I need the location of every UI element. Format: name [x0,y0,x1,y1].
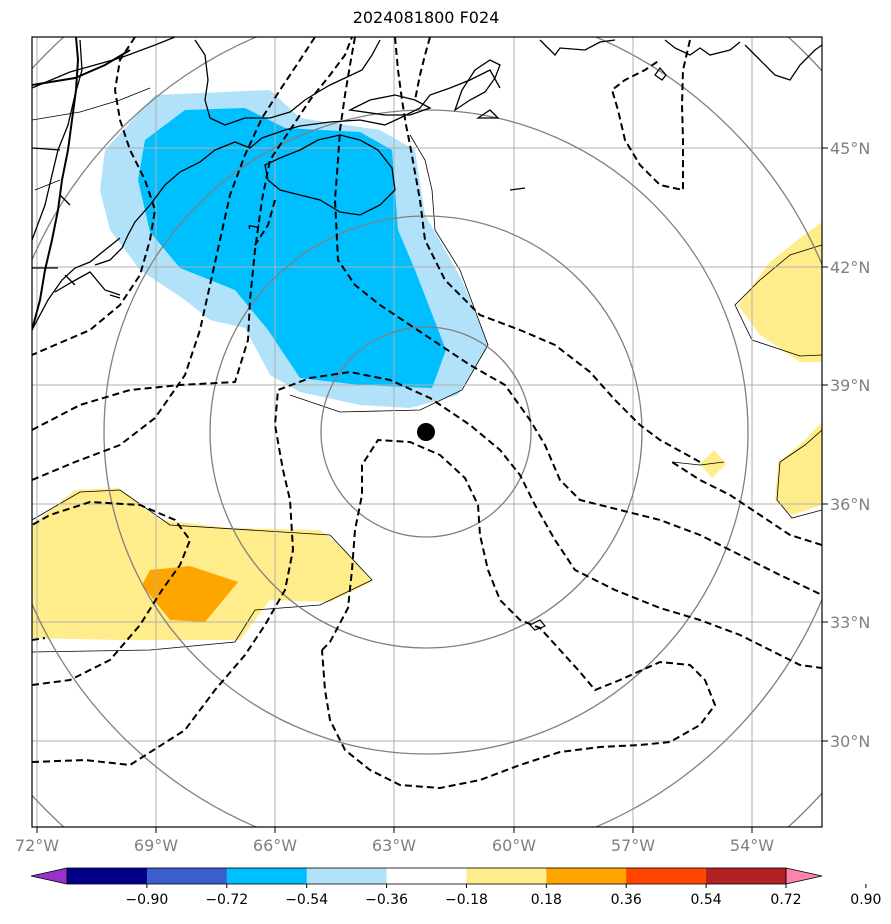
colorbar-segment [626,868,707,884]
lon-label: 57°W [611,836,655,855]
lon-label: 60°W [492,836,536,855]
colorbar-segment [306,868,388,884]
colorbar-segment [386,868,467,884]
map-frame [31,36,823,828]
colorbar-segment [226,868,308,884]
lon-label: 69°W [134,836,178,855]
colorbar-segment [67,868,148,884]
map-title: 2024081800 F024 [352,8,500,27]
coastline-major [32,37,131,331]
colorbar-label: −0.90 [125,892,168,908]
lat-label: 42°N [830,258,870,277]
positive-anomaly-west [32,488,372,640]
storm-center-marker [417,423,435,441]
lon-label: 66°W [253,836,297,855]
lat-label: 33°N [830,613,870,632]
colorbar-segment [466,868,547,884]
colorbar-segment [706,868,787,884]
colorbar-label: −0.72 [205,892,248,908]
lon-axis: 72°W 69°W 66°W 63°W 60°W 57°W 54°W [15,827,774,855]
colorbar-extend-max [785,867,823,885]
lon-label: 54°W [730,836,774,855]
colorbar-label: −0.18 [445,892,488,908]
contours [32,37,822,790]
colorbar-label: 0.54 [691,892,722,908]
lat-label: 30°N [830,732,870,751]
positive-anomaly-east [700,222,822,515]
colorbar-segment [146,868,228,884]
small-contour [528,619,546,631]
colorbar-label: 0.90 [850,892,881,908]
colorbar-label: 0.36 [611,892,642,908]
lat-label: 39°N [830,376,870,395]
colorbar-label: 0.72 [770,892,801,908]
coastlines [32,37,822,331]
shading-outline [32,134,822,653]
lat-label: 36°N [830,495,870,514]
negative-anomaly-medium [138,108,446,388]
colorbar-label: −0.54 [285,892,328,908]
lon-label: 63°W [372,836,416,855]
state-borders [32,87,151,191]
lat-axis: 45°N 42°N 39°N 36°N 33°N 30°N [822,139,870,751]
colorbar-segment [546,868,627,884]
colorbar: −0.90 −0.72 −0.54 −0.36 −0.18 0.18 0.36 0.54 0.7… [30,867,881,908]
colorbar-label: 0.18 [531,892,562,908]
lon-label: 72°W [15,836,59,855]
contour-label: 1. [246,217,264,233]
lat-label: 45°N [830,139,870,158]
colorbar-frame [66,867,787,885]
colorbar-label: −0.36 [365,892,408,908]
colorbar-extend-min [30,867,68,885]
graticule [32,37,822,827]
